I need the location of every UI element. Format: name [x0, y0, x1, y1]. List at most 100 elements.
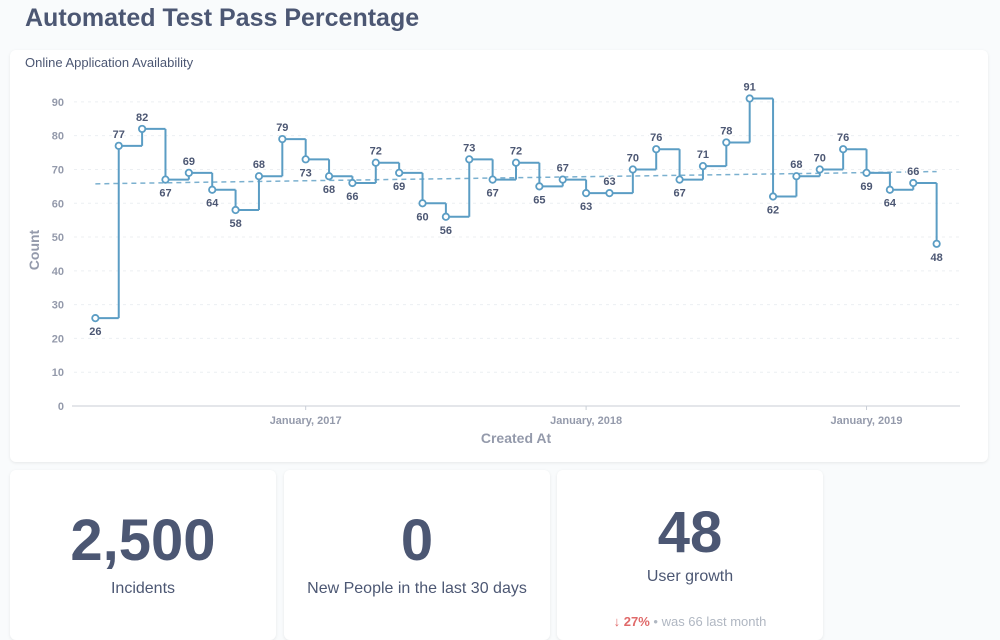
data-label: 69 — [183, 156, 195, 168]
data-point — [675, 175, 684, 184]
x-tick-label: January, 2018 — [550, 415, 622, 427]
scalar-value: 0 — [400, 508, 434, 573]
data-label: 72 — [510, 146, 522, 158]
scalar-label: Incidents — [110, 580, 176, 597]
data-label: 69 — [860, 181, 872, 193]
x-axis-label: Created At — [481, 430, 552, 446]
data-point — [231, 205, 240, 215]
data-point — [605, 189, 614, 198]
comparison-text: was 66 last month — [661, 614, 767, 629]
data-label: 73 — [300, 167, 312, 179]
y-tick-label: 90 — [52, 97, 64, 109]
data-point — [722, 138, 731, 147]
scalar-label: New People in the last 30 days — [307, 580, 527, 597]
data-point — [91, 314, 100, 323]
data-label: 62 — [767, 205, 779, 217]
data-label: 63 — [603, 176, 615, 188]
data-label: 26 — [89, 326, 101, 338]
data-point — [418, 199, 427, 208]
data-point — [511, 158, 521, 167]
data-point — [465, 155, 474, 164]
data-label: 68 — [323, 184, 335, 196]
data-label: 76 — [837, 132, 849, 144]
data-point — [138, 124, 147, 134]
data-point — [301, 155, 310, 164]
data-point — [862, 168, 871, 177]
data-point — [114, 141, 123, 150]
data-label: 64 — [884, 198, 897, 210]
data-point — [488, 175, 497, 184]
change-arrow: ↓ — [613, 614, 624, 629]
y-tick-label: 20 — [52, 333, 64, 345]
scalar-comparison: ↓ 27% • was 66 last month — [613, 614, 767, 629]
data-point — [885, 185, 894, 194]
dashboard-title: Automated Test Pass Percentage — [25, 4, 420, 32]
scalar-card: 48 User growth ↓ 27% • was 66 last month — [557, 470, 823, 640]
data-point — [745, 94, 754, 103]
data-label: 67 — [557, 163, 569, 175]
data-point — [348, 178, 357, 188]
data-label: 82 — [136, 112, 148, 124]
data-label: 77 — [113, 129, 125, 141]
y-tick-label: 30 — [52, 300, 64, 312]
data-label: 68 — [253, 159, 265, 171]
y-tick-label: 0 — [58, 401, 64, 413]
data-point — [652, 145, 661, 154]
chart-title: Online Application Availability — [25, 55, 194, 70]
data-point — [558, 175, 567, 184]
x-tick-label: January, 2019 — [831, 415, 903, 427]
data-label: 67 — [159, 188, 171, 200]
scalar-value: 2,500 — [70, 508, 216, 573]
data-point — [395, 168, 404, 177]
data-point — [628, 165, 637, 174]
scalar-value: 48 — [657, 500, 723, 565]
data-label: 66 — [346, 191, 358, 203]
data-label: 73 — [463, 142, 475, 154]
y-tick-label: 10 — [52, 367, 64, 379]
y-tick-label: 70 — [52, 164, 64, 176]
scalar-card: 0 New People in the last 30 days — [284, 470, 550, 640]
data-point — [768, 192, 778, 201]
data-point — [932, 239, 941, 248]
y-tick-label: 50 — [52, 232, 64, 244]
data-label: 69 — [393, 181, 405, 193]
data-label: 64 — [206, 198, 219, 210]
x-tick-label: January, 2017 — [270, 415, 342, 427]
data-label: 70 — [814, 152, 826, 164]
data-point — [371, 158, 380, 167]
data-point — [815, 165, 824, 174]
y-tick-label: 80 — [52, 131, 64, 143]
data-label: 79 — [276, 122, 288, 134]
data-label: 56 — [440, 225, 452, 237]
data-point — [909, 178, 918, 188]
data-point — [184, 168, 193, 177]
data-label: 76 — [650, 132, 662, 144]
data-point — [698, 161, 708, 171]
y-axis-label: Count — [26, 229, 42, 270]
data-point — [161, 175, 170, 184]
data-label: 78 — [720, 125, 732, 137]
data-label: 63 — [580, 201, 592, 213]
data-label: 67 — [673, 188, 685, 200]
data-label: 68 — [790, 159, 802, 171]
data-point — [278, 134, 287, 144]
data-point — [535, 182, 544, 191]
chart-card: Online Application Availability Created … — [10, 50, 988, 462]
scalar-card: 2,500 Incidents — [10, 470, 276, 640]
data-point — [839, 145, 848, 154]
chart: Online Application Availability Created … — [25, 55, 960, 446]
data-label: 91 — [744, 82, 756, 94]
data-label: 58 — [229, 218, 241, 230]
y-tick-label: 40 — [52, 266, 64, 278]
data-label: 72 — [370, 146, 382, 158]
data-point — [324, 172, 334, 181]
data-label: 67 — [487, 188, 499, 200]
data-label: 60 — [416, 211, 428, 223]
data-label: 70 — [627, 152, 639, 164]
data-label: 48 — [931, 252, 943, 264]
y-tick-label: 60 — [52, 198, 64, 210]
scalar-label: User growth — [646, 568, 734, 585]
data-label: 65 — [533, 194, 545, 206]
change-value: 27% — [623, 614, 650, 629]
